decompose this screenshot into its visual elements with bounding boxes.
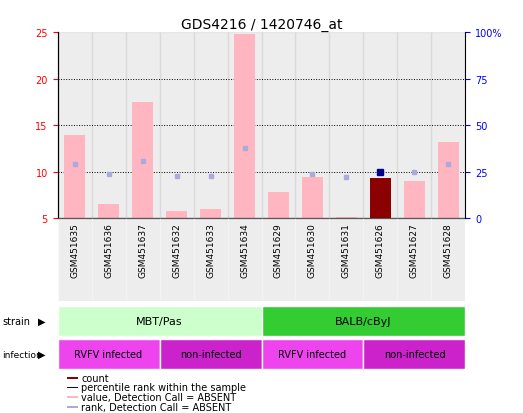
Bar (397, 33, 431, 219)
FancyBboxPatch shape (262, 306, 465, 336)
Bar (58, 33, 92, 219)
Text: GSM451633: GSM451633 (206, 223, 215, 278)
Bar (200, 210, 221, 219)
Bar (228, 33, 262, 219)
FancyBboxPatch shape (295, 219, 329, 301)
Bar (64, 135, 85, 219)
FancyBboxPatch shape (92, 219, 126, 301)
FancyBboxPatch shape (58, 339, 160, 369)
Bar (166, 211, 187, 219)
Text: GSM451630: GSM451630 (308, 223, 317, 278)
FancyBboxPatch shape (431, 219, 465, 301)
Text: strain: strain (3, 316, 31, 326)
FancyBboxPatch shape (262, 339, 363, 369)
FancyBboxPatch shape (228, 219, 262, 301)
FancyBboxPatch shape (126, 219, 160, 301)
Bar (329, 33, 363, 219)
Bar (67, 377, 78, 379)
Text: BALB/cByJ: BALB/cByJ (335, 316, 392, 326)
Bar (194, 33, 228, 219)
Text: RVFV infected: RVFV infected (74, 349, 143, 359)
Bar (438, 143, 459, 219)
Text: ▶: ▶ (38, 349, 46, 359)
Bar (92, 33, 126, 219)
Title: GDS4216 / 1420746_at: GDS4216 / 1420746_at (181, 18, 342, 32)
Text: infection: infection (3, 350, 42, 358)
FancyBboxPatch shape (363, 219, 397, 301)
Text: GSM451636: GSM451636 (104, 223, 113, 278)
FancyBboxPatch shape (194, 219, 228, 301)
FancyBboxPatch shape (363, 339, 465, 369)
Bar (98, 205, 119, 219)
Text: GSM451631: GSM451631 (342, 223, 351, 278)
Text: GSM451635: GSM451635 (70, 223, 79, 278)
Bar (126, 33, 160, 219)
FancyBboxPatch shape (329, 219, 363, 301)
Text: GSM451629: GSM451629 (274, 223, 283, 278)
Bar (268, 193, 289, 219)
Text: GSM451634: GSM451634 (240, 223, 249, 278)
Text: GSM451632: GSM451632 (172, 223, 181, 278)
Text: count: count (82, 373, 109, 383)
Bar (370, 179, 391, 219)
Text: GSM451628: GSM451628 (444, 223, 453, 278)
Bar (363, 33, 397, 219)
Bar (302, 177, 323, 219)
Text: GSM451626: GSM451626 (376, 223, 385, 278)
Text: MBT/Pas: MBT/Pas (136, 316, 183, 326)
Text: percentile rank within the sample: percentile rank within the sample (82, 382, 246, 392)
Bar (295, 33, 329, 219)
FancyBboxPatch shape (58, 219, 92, 301)
Bar (67, 396, 78, 398)
Bar (132, 103, 153, 219)
Text: ▶: ▶ (38, 316, 46, 326)
Text: rank, Detection Call = ABSENT: rank, Detection Call = ABSENT (82, 402, 232, 412)
FancyBboxPatch shape (58, 306, 262, 336)
Bar (404, 182, 425, 219)
Bar (336, 217, 357, 219)
Text: GSM451627: GSM451627 (410, 223, 419, 278)
Bar (431, 33, 465, 219)
Text: RVFV infected: RVFV infected (278, 349, 347, 359)
FancyBboxPatch shape (397, 219, 431, 301)
Bar (160, 33, 194, 219)
Bar (67, 387, 78, 388)
Text: non-infected: non-infected (384, 349, 445, 359)
FancyBboxPatch shape (160, 339, 262, 369)
Bar (67, 406, 78, 408)
FancyBboxPatch shape (262, 219, 295, 301)
Text: GSM451637: GSM451637 (138, 223, 147, 278)
Text: non-infected: non-infected (180, 349, 241, 359)
Text: value, Detection Call = ABSENT: value, Detection Call = ABSENT (82, 392, 236, 402)
FancyBboxPatch shape (160, 219, 194, 301)
Bar (262, 33, 295, 219)
Bar (234, 35, 255, 219)
